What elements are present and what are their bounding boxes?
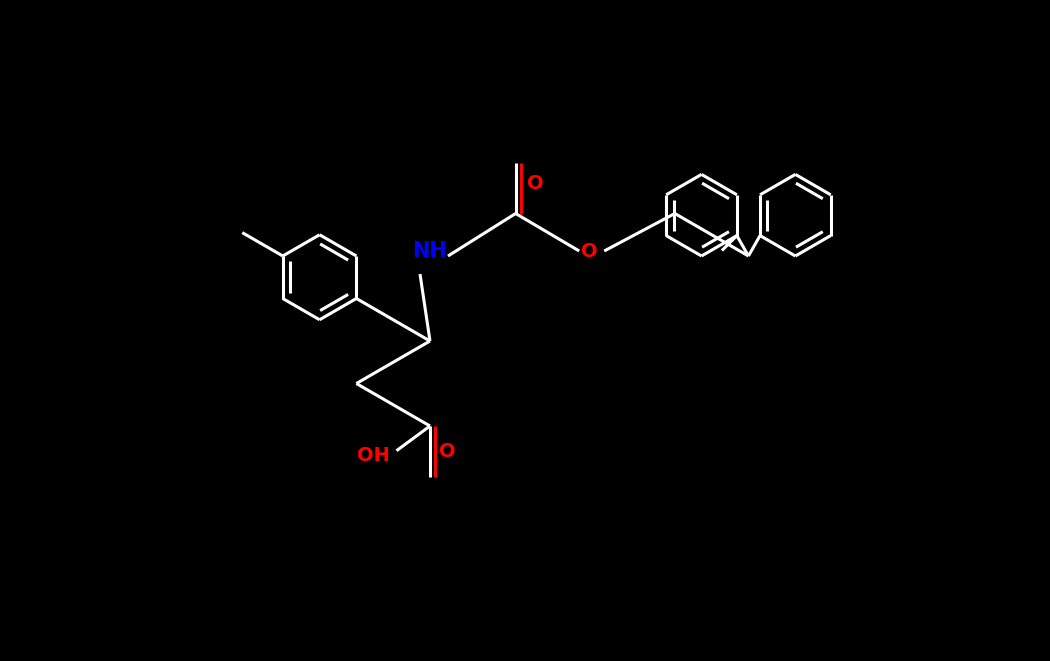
Text: NH: NH [413,241,447,261]
Text: O: O [439,442,456,461]
Text: OH: OH [357,446,390,465]
Text: O: O [527,173,544,192]
Text: O: O [581,241,597,260]
